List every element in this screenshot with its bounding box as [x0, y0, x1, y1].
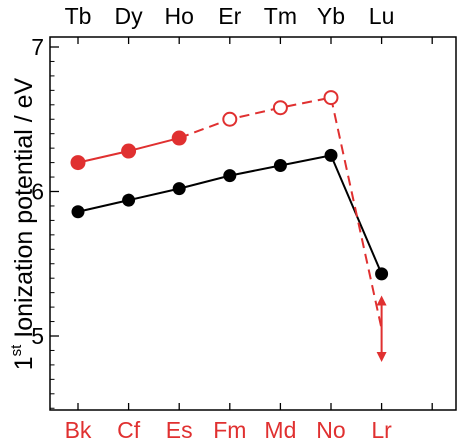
actinide-open-point-fm: [222, 111, 238, 127]
axis-ticks: [50, 37, 433, 410]
top-tick-label-lu: Lu: [369, 3, 395, 29]
top-tick-label-tm: Tm: [264, 3, 297, 29]
y-tick-label-5: 5: [31, 323, 44, 349]
series-lines: [77, 96, 383, 329]
bottom-tick-label-fm: Fm: [213, 417, 246, 443]
lr-range-annotation: [376, 295, 387, 363]
lanthanide-point-lu: [375, 267, 389, 281]
actinide-point-es: [171, 130, 187, 146]
y-tick-label-7: 7: [31, 34, 44, 60]
actinide-open-point-no: [323, 90, 339, 106]
bottom-tick-label-es: Es: [166, 417, 193, 443]
y-axis-label-prefix: 1: [10, 356, 38, 370]
bottom-tick-label-bk: Bk: [65, 417, 92, 443]
y-tick-label-6: 6: [31, 179, 44, 205]
lanthanide-point-dy: [122, 193, 136, 207]
lanthanide-point-yb: [324, 148, 338, 162]
data-points: [70, 90, 389, 281]
top-tick-label-dy: Dy: [115, 3, 144, 29]
top-tick-label-tb: Tb: [65, 3, 92, 29]
y-axis-label-main: Ionization potential / eV: [10, 77, 38, 344]
y-axis-label: 1st Ionization potential / eV: [8, 77, 38, 370]
top-tick-label-ho: Ho: [164, 3, 193, 29]
actinide-point-cf: [121, 143, 137, 159]
y-axis-label-superscript: st: [8, 344, 25, 357]
lanthanide-point-er: [223, 169, 237, 183]
plot-border: [49, 36, 457, 411]
lanthanide-point-ho: [172, 182, 186, 196]
lanthanide-point-tm: [273, 158, 287, 172]
bottom-tick-label-no: No: [316, 417, 345, 443]
bottom-tick-label-md: Md: [264, 417, 296, 443]
actinide-open-point-md: [272, 100, 288, 116]
range-arrow-head-up: [376, 295, 387, 306]
actinide-predicted-line: [178, 96, 332, 139]
plot-frame: [49, 36, 457, 411]
top-tick-label-er: Er: [218, 3, 241, 29]
top-tick-label-yb: Yb: [317, 3, 345, 29]
bottom-tick-label-cf: Cf: [117, 417, 141, 443]
lanthanide-point-tb: [71, 205, 85, 219]
actinide-point-bk: [70, 155, 86, 171]
range-arrow-head-down: [376, 352, 387, 363]
tick-labels: Tb Dy Ho Er Tm Yb Lu Bk Cf Es Fm Md No Lr 5 6 7 1st Ioniz…: [8, 3, 394, 443]
bottom-tick-label-lr: Lr: [371, 417, 392, 443]
lr-predicted-line: [330, 97, 383, 329]
